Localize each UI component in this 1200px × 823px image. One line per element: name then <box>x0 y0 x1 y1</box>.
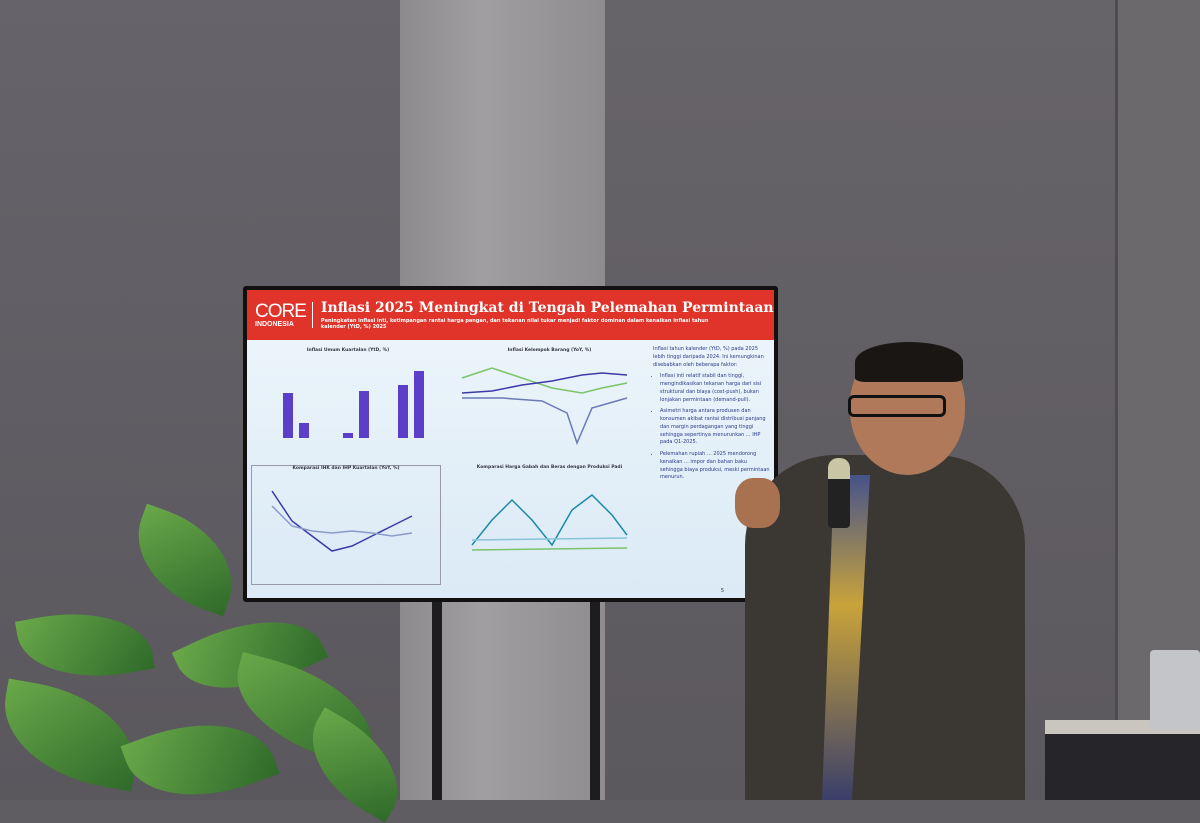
bullet: Pelemahan rupiah ... 2025 mendorong kena… <box>660 451 771 482</box>
microphone <box>828 458 850 528</box>
presenter-glasses <box>848 395 946 417</box>
core-indonesia-logo: CORE INDONESIA <box>255 302 313 328</box>
chart-quarterly-inflation: Inflasi Umum Kuartalan (YtD, %) <box>253 348 443 458</box>
tv-screen: CORE INDONESIA Inflasi 2025 Meningkat di… <box>243 286 778 602</box>
presenter-hand <box>735 478 780 528</box>
chart-ihk-ihp: Komparasi IHK dan IHP Kuartalan (YoY, %) <box>251 465 441 585</box>
chart-goods-inflation: Inflasi Kelompok Barang (YoY, %) <box>452 348 647 458</box>
page-number: 5 <box>720 588 724 594</box>
tv-stand-leg <box>590 598 600 800</box>
bar-chart <box>283 371 424 438</box>
chart-rice-price: Komparasi Harga Gabah dan Beras dengan P… <box>452 465 647 585</box>
tv-stand-leg <box>432 598 442 800</box>
laptop <box>1150 650 1200 730</box>
slide-subtitle: Peningkatan inflasi inti, ketimpangan ra… <box>320 318 709 330</box>
slide-header: CORE INDONESIA Inflasi 2025 Meningkat di… <box>247 290 774 340</box>
presentation-slide: CORE INDONESIA Inflasi 2025 Meningkat di… <box>247 290 774 598</box>
bullet: Asimetri harga antara produsen dan konsu… <box>660 408 771 447</box>
line-chart <box>271 490 413 552</box>
presenter-hair <box>855 342 963 382</box>
line-chart <box>461 367 628 446</box>
desk <box>1045 720 1200 800</box>
slide-side-text: Inflasi tahun kalender (YtD, %) pada 202… <box>653 346 771 482</box>
slide-title: Inflasi 2025 Meningkat di Tengah Pelemah… <box>320 300 774 316</box>
bullet: Inflasi inti relatif stabil dan tinggi, … <box>660 373 771 404</box>
presenter-jacket <box>745 455 1025 800</box>
line-chart <box>471 494 628 551</box>
